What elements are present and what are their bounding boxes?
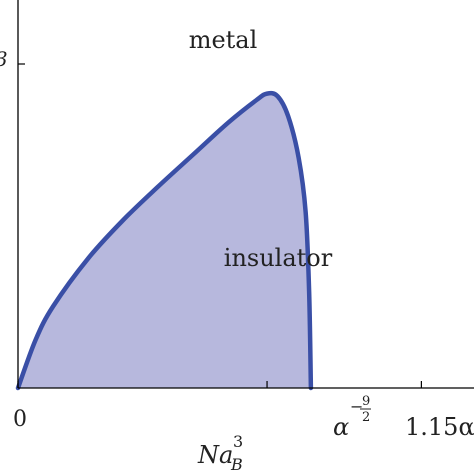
svg-text:9: 9 [362,394,370,409]
svg-text:2: 2 [362,410,370,425]
svg-text:3: 3 [233,432,243,451]
phase-boundary-line [15,90,314,391]
region-label-insulator: insulator [224,244,333,272]
x-tick-label-alpha-power: α − 9 2 [333,394,371,441]
svg-text:Na: Na [197,441,233,469]
x-tick-label-critical: 1.15α [405,413,474,441]
x-tick-label-zero: 0 [13,407,27,432]
svg-text:−: − [350,397,363,416]
y-tick-label: 3 [0,47,8,71]
svg-text:α: α [333,413,349,441]
region-label-metal: metal [189,26,258,54]
insulator-region-fill [18,93,311,388]
svg-text:B: B [230,455,243,474]
x-axis-label: Na 3 B [197,432,243,474]
